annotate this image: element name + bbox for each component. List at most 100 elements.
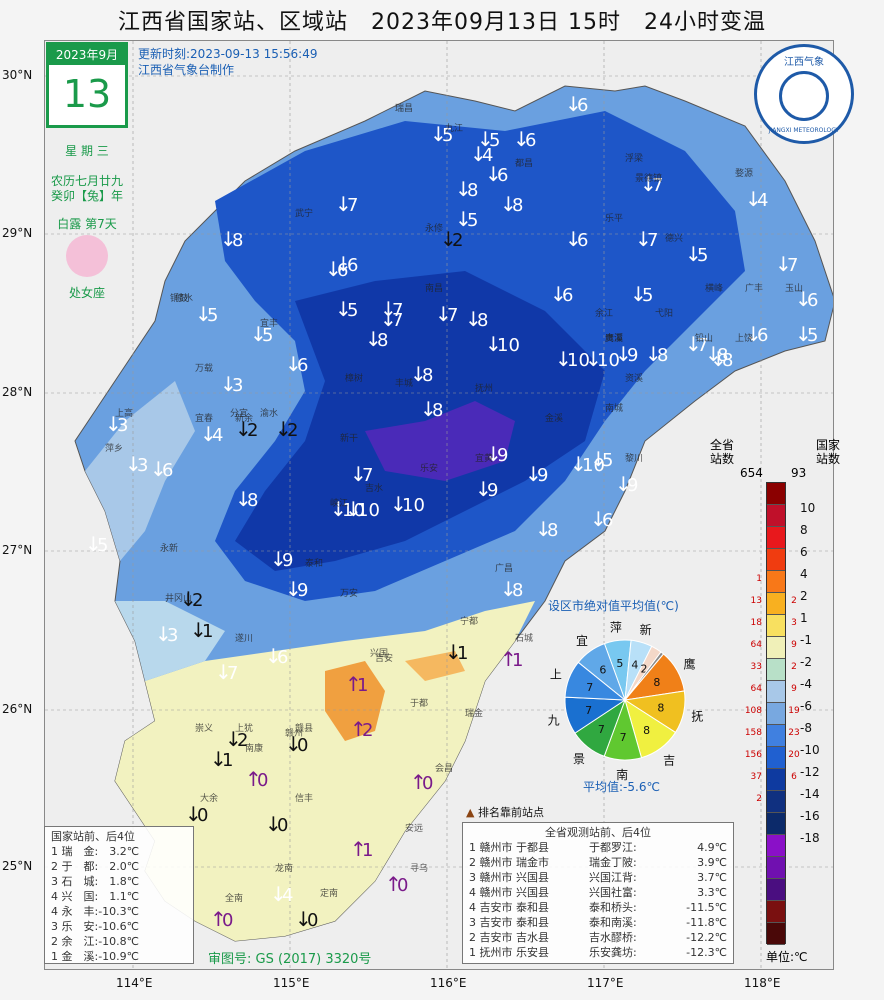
national-ranking-row: 4 永 丰:-10.3℃ <box>51 905 140 918</box>
graticule <box>45 41 833 969</box>
pie-slice-name: 宜 <box>576 633 588 648</box>
city-label: 新干 <box>340 432 358 444</box>
arrow-down-icon: ↓ <box>640 172 657 196</box>
arrow-down-icon: ↓ <box>590 447 607 471</box>
value-label: 6 <box>162 460 173 481</box>
arrow-down-icon: ↓ <box>630 282 647 306</box>
pie-slice-name: 抚 <box>691 709 703 723</box>
rank-value: 3.7℃ <box>697 871 727 884</box>
value-mark: ↓2 <box>440 227 463 251</box>
value-label: 5 <box>642 285 653 306</box>
arrow-down-icon: ↓ <box>365 327 382 351</box>
value-mark: ↓8 <box>645 342 668 366</box>
value-label: 8 <box>512 580 523 601</box>
legend-count-all: 33 <box>750 662 762 672</box>
arrow-down-icon: ↓ <box>250 322 267 346</box>
rank-location: 2 赣州市 瑞金市 <box>469 856 549 869</box>
legend-color-cell <box>767 505 785 527</box>
value-mark: ↓5 <box>455 207 478 231</box>
logo-text: 江西气象 <box>784 57 824 68</box>
city-label: 渝水 <box>260 407 278 419</box>
rank-legend-label: 排名靠前站点 <box>477 806 544 819</box>
pie-slice <box>577 642 627 702</box>
rank-station: 瑞金丁陂: <box>589 856 637 869</box>
city-label: 婺源 <box>735 168 753 179</box>
value-label: 8 <box>657 345 668 366</box>
pie-slice-value: 7 <box>585 704 592 717</box>
value-mark: ↓6 <box>550 282 573 306</box>
national-ranking-rows: 1 瑞 金: 3.2℃ 2 于 都: 2.0℃ 3 石 城: 1.8℃ 4 兴 国: … <box>51 844 187 964</box>
value-label: 1 <box>457 643 468 664</box>
arrow-down-icon: ↓ <box>710 347 727 371</box>
value-label: 7 <box>652 175 663 196</box>
value-label: 6 <box>807 290 818 311</box>
pie-slice-value: 8 <box>657 702 664 715</box>
legend-color-cell <box>767 637 785 659</box>
value-label: 10 <box>342 500 365 521</box>
value-mark: ↓0 <box>285 732 308 756</box>
value-label: 7 <box>447 305 458 326</box>
value-label: 9 <box>627 475 638 496</box>
rank-location: 4 赣州市 兴国县 <box>469 886 549 899</box>
value-mark: ↓7 <box>635 227 658 251</box>
value-label: 10 <box>567 350 590 371</box>
pie-slice-name: 萍 <box>610 621 622 635</box>
pie-slice-value: 6 <box>599 664 606 677</box>
arrow-down-icon: ↓ <box>485 332 502 356</box>
arrow-down-icon: ↓ <box>705 342 722 366</box>
city-label: 上犹 <box>235 723 253 734</box>
city-label: 横峰 <box>705 282 723 294</box>
calendar-ganzhi: 癸卯【兔】年 <box>50 189 123 203</box>
calendar-solar-term: 白露 第7天 <box>57 217 117 231</box>
rank-station: 兴国社富: <box>589 886 637 899</box>
national-ranking-row: 2 余 江:-10.8℃ <box>51 935 140 948</box>
arrow-down-icon: ↓ <box>180 587 197 611</box>
pie-slice-value: 7 <box>598 723 605 736</box>
value-mark: ↑0 <box>385 872 408 896</box>
value-mark: ↓1 <box>445 640 468 664</box>
arrow-down-icon: ↓ <box>335 192 352 216</box>
value-label: 8 <box>232 230 243 251</box>
legend-header-nat: 国家 站数 <box>815 438 840 466</box>
value-label: 7 <box>392 300 403 321</box>
arrow-down-icon: ↓ <box>685 332 702 356</box>
value-mark: ↓6 <box>565 227 588 251</box>
arrow-down-icon: ↓ <box>155 622 172 646</box>
value-mark: ↓0 <box>265 812 288 836</box>
value-mark: ↑0 <box>245 767 268 791</box>
arrow-down-icon: ↓ <box>215 660 232 684</box>
city-label: 金溪 <box>545 412 563 424</box>
value-mark: ↓5 <box>195 302 218 326</box>
value-label: 10 <box>357 500 380 521</box>
rank-value: -12.3℃ <box>686 946 727 959</box>
zone-south-light-blue <box>115 601 225 681</box>
value-label: 9 <box>627 345 638 366</box>
legend-color-cell <box>767 769 785 791</box>
value-label: 8 <box>377 330 388 351</box>
city-label: 余江 <box>595 307 613 319</box>
value-label: 5 <box>262 325 273 346</box>
value-mark: ↓10 <box>345 497 380 521</box>
value-label: 7 <box>392 310 403 331</box>
value-mark: ↓10 <box>390 492 425 516</box>
province-ranking-row: 3 赣州市 兴国县 兴国江背: 3.7℃ <box>469 870 727 885</box>
value-label: 4 <box>282 885 293 906</box>
city-label: 寻乌 <box>410 862 428 874</box>
legend-tick-label: 8 <box>800 523 808 537</box>
value-label: 9 <box>537 465 548 486</box>
city-label: 南康 <box>245 742 263 754</box>
value-mark: ↓9 <box>285 577 308 601</box>
value-mark: ↓9 <box>615 342 638 366</box>
value-mark: ↓5 <box>335 297 358 321</box>
arrow-up-icon: ↑ <box>350 837 367 861</box>
city-label: 都昌 <box>515 158 533 169</box>
value-label: 0 <box>297 735 308 756</box>
arrow-down-icon: ↓ <box>285 352 302 376</box>
value-mark: ↓3 <box>220 372 243 396</box>
legend-color-cell <box>767 703 785 725</box>
pie-slice-value: 8 <box>653 676 660 689</box>
province-ranking-row: 3 吉安市 泰和县 泰和南溪: -11.8℃ <box>469 915 727 930</box>
